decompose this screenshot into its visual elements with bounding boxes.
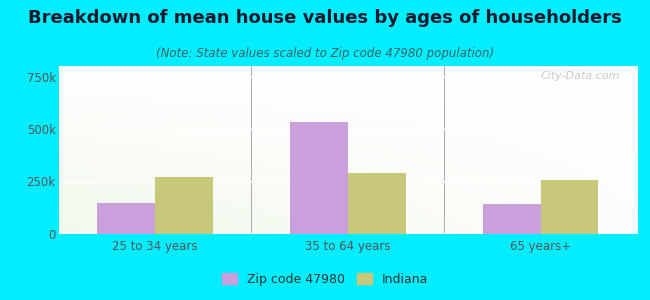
Bar: [155, 177, 213, 234]
Bar: [290, 122, 348, 234]
Bar: [348, 173, 406, 234]
Text: Breakdown of mean house values by ages of householders: Breakdown of mean house values by ages o…: [28, 9, 622, 27]
Text: City-Data.com: City-Data.com: [540, 71, 619, 81]
Legend: Zip code 47980, Indiana: Zip code 47980, Indiana: [216, 268, 434, 291]
Text: (Note: State values scaled to Zip code 47980 population): (Note: State values scaled to Zip code 4…: [156, 46, 494, 59]
Bar: [97, 202, 155, 234]
Bar: [541, 180, 599, 234]
Bar: [483, 203, 541, 234]
